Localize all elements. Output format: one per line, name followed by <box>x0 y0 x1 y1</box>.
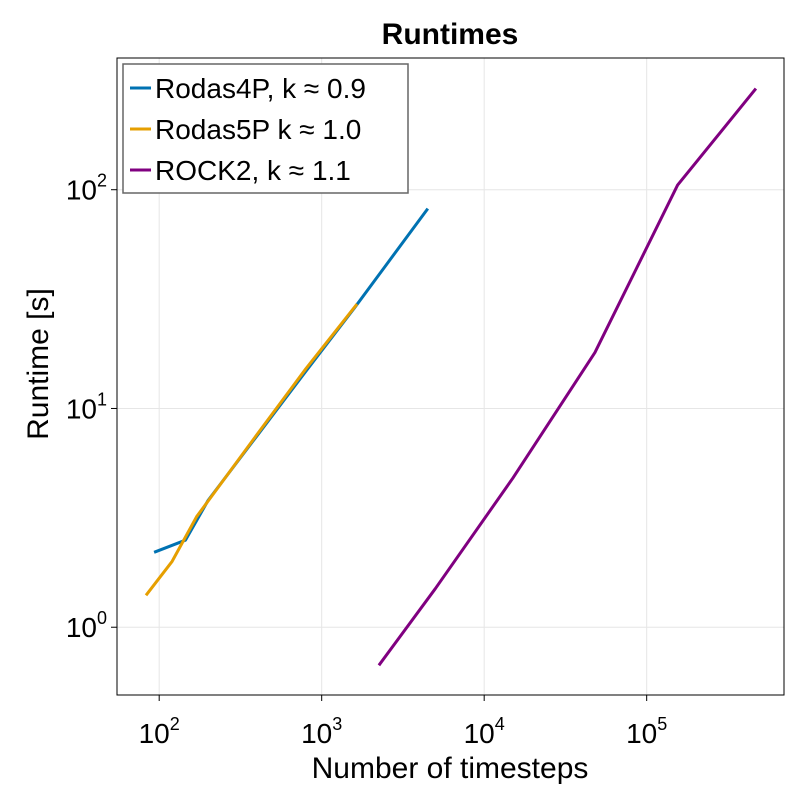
y-tick-label-1: 101 <box>66 389 107 424</box>
y-tick-label-2: 102 <box>66 171 107 206</box>
y-axis-title: Runtime [s] <box>22 288 55 440</box>
x-tick-label-3: 105 <box>626 714 667 749</box>
plot-frame <box>116 57 785 696</box>
x-tick-label-1: 103 <box>301 714 342 749</box>
legend: Rodas4P, k ≈ 0.9 Rodas5P k ≈ 1.0 ROCK2, … <box>122 63 409 194</box>
legend-box <box>122 63 409 194</box>
x-tick-label-2: 104 <box>464 714 505 749</box>
x-axis-title: Number of timesteps <box>312 752 589 785</box>
series-line-rock2 <box>377 87 758 667</box>
chart-title: Runtimes <box>382 18 519 51</box>
x-tick-label-0: 102 <box>139 714 180 749</box>
legend-label-rock2: ROCK2, k ≈ 1.1 <box>155 155 351 186</box>
series-layer <box>144 87 758 667</box>
series-line-rodas5p <box>144 303 359 597</box>
legend-label-rodas5p: Rodas5P k ≈ 1.0 <box>155 114 361 145</box>
legend-label-rodas4p: Rodas4P, k ≈ 0.9 <box>155 73 366 104</box>
y-tick-label-0: 100 <box>66 608 107 643</box>
axis-ticks: 102 103 104 105 100 101 102 <box>66 171 667 749</box>
